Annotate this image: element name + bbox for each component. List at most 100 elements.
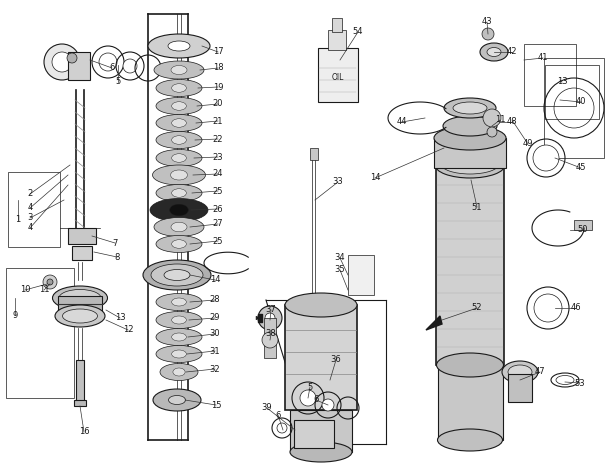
Text: 13: 13 xyxy=(114,314,125,323)
Ellipse shape xyxy=(62,309,97,323)
Text: OIL: OIL xyxy=(332,74,344,83)
Circle shape xyxy=(482,28,494,40)
Bar xyxy=(68,228,96,244)
Text: 53: 53 xyxy=(575,379,585,388)
Ellipse shape xyxy=(55,305,105,327)
Bar xyxy=(544,58,604,158)
Ellipse shape xyxy=(168,396,185,405)
Text: 34: 34 xyxy=(335,254,345,263)
Text: 35: 35 xyxy=(335,266,345,275)
Text: 28: 28 xyxy=(210,295,220,304)
Bar xyxy=(74,400,86,406)
Text: 13: 13 xyxy=(557,77,567,86)
Ellipse shape xyxy=(443,116,497,136)
Bar xyxy=(290,410,352,452)
Circle shape xyxy=(44,44,80,80)
Text: 32: 32 xyxy=(210,364,220,373)
Text: 5: 5 xyxy=(116,77,121,86)
Circle shape xyxy=(67,53,77,63)
Text: 49: 49 xyxy=(523,140,533,149)
Text: 50: 50 xyxy=(578,226,588,235)
Ellipse shape xyxy=(156,79,202,96)
Text: 15: 15 xyxy=(211,400,222,409)
Text: 3: 3 xyxy=(28,213,32,222)
Circle shape xyxy=(47,279,53,285)
Bar xyxy=(310,148,318,160)
Bar xyxy=(6,268,74,398)
Ellipse shape xyxy=(453,102,487,114)
Bar xyxy=(574,220,592,230)
Text: 48: 48 xyxy=(507,117,517,126)
Text: 9: 9 xyxy=(12,311,18,320)
Bar xyxy=(318,48,358,102)
Circle shape xyxy=(123,59,137,73)
Text: 39: 39 xyxy=(262,403,272,412)
Ellipse shape xyxy=(480,43,508,61)
Ellipse shape xyxy=(444,98,496,118)
Text: 40: 40 xyxy=(576,97,586,106)
Text: 52: 52 xyxy=(472,304,482,313)
Ellipse shape xyxy=(156,114,202,132)
Circle shape xyxy=(258,306,282,330)
Ellipse shape xyxy=(154,61,204,79)
Ellipse shape xyxy=(487,48,501,57)
Ellipse shape xyxy=(171,119,187,127)
Bar xyxy=(508,374,532,402)
Text: 5: 5 xyxy=(307,382,313,391)
Bar xyxy=(58,296,102,314)
Ellipse shape xyxy=(171,298,187,306)
Ellipse shape xyxy=(154,218,204,237)
Ellipse shape xyxy=(150,199,208,221)
Bar xyxy=(545,65,599,119)
Ellipse shape xyxy=(160,363,198,380)
Ellipse shape xyxy=(435,152,505,178)
Bar xyxy=(434,138,506,168)
Ellipse shape xyxy=(171,222,187,232)
Circle shape xyxy=(52,52,72,72)
Bar xyxy=(524,44,576,106)
Text: 26: 26 xyxy=(213,205,223,213)
Text: 25: 25 xyxy=(213,237,223,246)
Ellipse shape xyxy=(148,34,210,58)
Ellipse shape xyxy=(156,97,202,114)
Ellipse shape xyxy=(171,189,187,197)
Text: 22: 22 xyxy=(213,134,223,143)
Text: 36: 36 xyxy=(330,355,341,364)
Text: 1: 1 xyxy=(15,216,21,225)
Ellipse shape xyxy=(156,184,202,201)
Text: 21: 21 xyxy=(213,116,223,125)
Circle shape xyxy=(277,423,287,433)
Text: 20: 20 xyxy=(213,99,223,108)
Bar xyxy=(264,318,276,358)
Text: 16: 16 xyxy=(79,428,89,437)
Text: 23: 23 xyxy=(213,152,223,162)
Ellipse shape xyxy=(534,294,562,322)
Text: 11: 11 xyxy=(39,285,49,294)
Text: 27: 27 xyxy=(213,219,223,228)
Ellipse shape xyxy=(438,429,502,451)
Bar xyxy=(348,255,374,295)
Text: 51: 51 xyxy=(472,202,482,211)
Text: 43: 43 xyxy=(482,18,492,27)
Ellipse shape xyxy=(173,368,185,376)
Text: 45: 45 xyxy=(576,163,586,172)
Ellipse shape xyxy=(53,286,108,310)
Bar xyxy=(294,420,334,448)
Circle shape xyxy=(322,399,334,411)
Ellipse shape xyxy=(502,361,538,383)
Text: 54: 54 xyxy=(353,28,364,37)
Bar xyxy=(436,165,504,365)
Text: 17: 17 xyxy=(213,48,223,57)
Text: 42: 42 xyxy=(507,48,517,57)
Text: 8: 8 xyxy=(114,253,120,262)
Ellipse shape xyxy=(59,289,101,306)
Text: 25: 25 xyxy=(213,187,223,196)
Text: 37: 37 xyxy=(266,305,277,314)
Text: 31: 31 xyxy=(210,346,220,355)
Text: 7: 7 xyxy=(113,238,118,247)
Circle shape xyxy=(265,313,275,323)
Ellipse shape xyxy=(533,145,559,171)
Ellipse shape xyxy=(171,240,187,248)
Bar xyxy=(68,52,90,80)
Text: 10: 10 xyxy=(20,285,30,294)
